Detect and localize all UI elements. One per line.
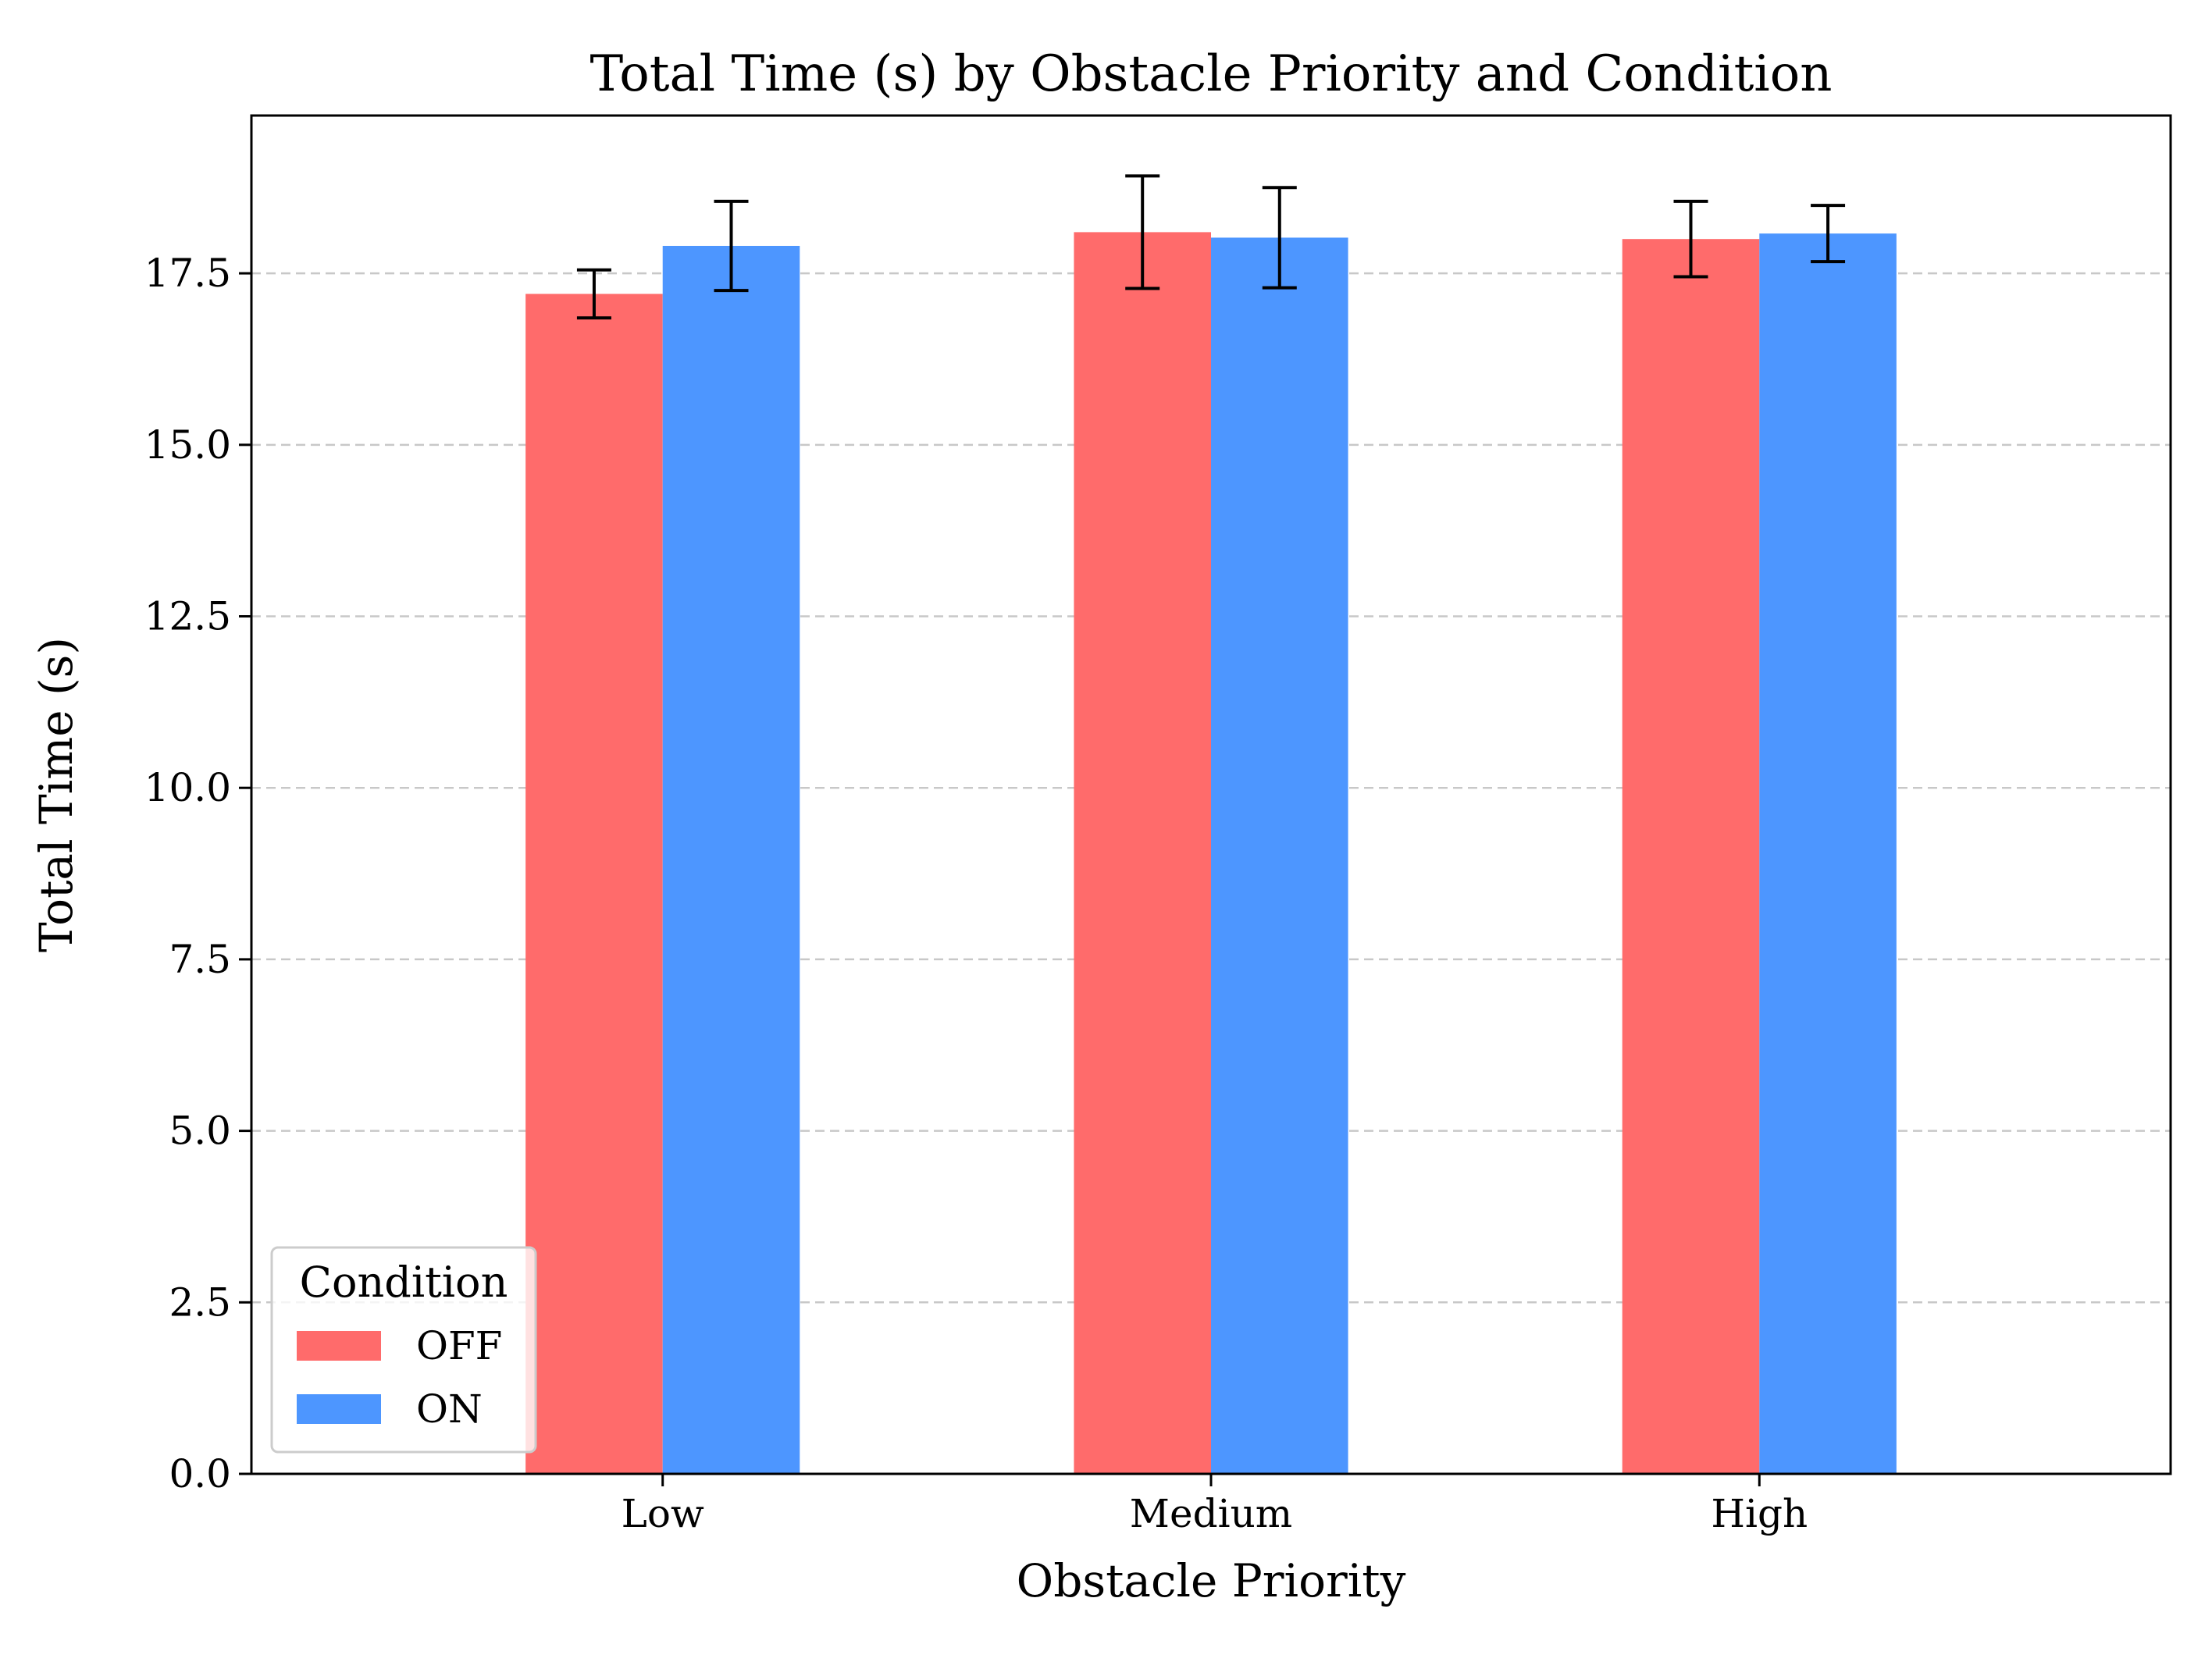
x-axis-ticks: Low Medium High (622, 1474, 1808, 1536)
y-tick-label: 17.5 (144, 251, 231, 296)
legend: Condition OFF ON (270, 1246, 537, 1454)
y-tick-label: 2.5 (169, 1279, 231, 1325)
bar-on-medium (1211, 237, 1348, 1474)
y-tick-label: 5.0 (169, 1109, 231, 1154)
y-tick-label: 12.5 (144, 594, 231, 639)
x-tick-label: High (1711, 1491, 1808, 1536)
y-tick-label: 7.5 (169, 937, 231, 982)
x-tick-label: Low (622, 1491, 704, 1536)
bar-off-medium (1074, 232, 1211, 1475)
chart-title: Total Time (s) by Obstacle Priority and … (590, 45, 1833, 103)
legend-swatch-off (297, 1331, 381, 1361)
y-axis-ticks: 0.0 2.5 5.0 7.5 10.0 12.5 15.0 17.5 (144, 251, 251, 1497)
legend-swatch-on (297, 1394, 381, 1424)
y-tick-label: 0.0 (169, 1451, 231, 1497)
legend-title: Condition (300, 1258, 508, 1307)
bar-on-low (662, 245, 800, 1474)
bar-off-high (1622, 239, 1760, 1474)
y-tick-label: 15.0 (144, 422, 231, 468)
legend-label-off: OFF (416, 1323, 502, 1368)
bar-off-low (525, 294, 663, 1474)
error-bars (576, 174, 1846, 320)
legend-label-on: ON (416, 1386, 483, 1432)
y-axis-label: Total Time (s) (30, 637, 83, 952)
bar-on-high (1759, 233, 1897, 1475)
x-axis-label: Obstacle Priority (1017, 1554, 1406, 1607)
bars (525, 232, 1897, 1475)
x-tick-label: Medium (1130, 1491, 1292, 1536)
y-tick-label: 10.0 (144, 765, 231, 810)
